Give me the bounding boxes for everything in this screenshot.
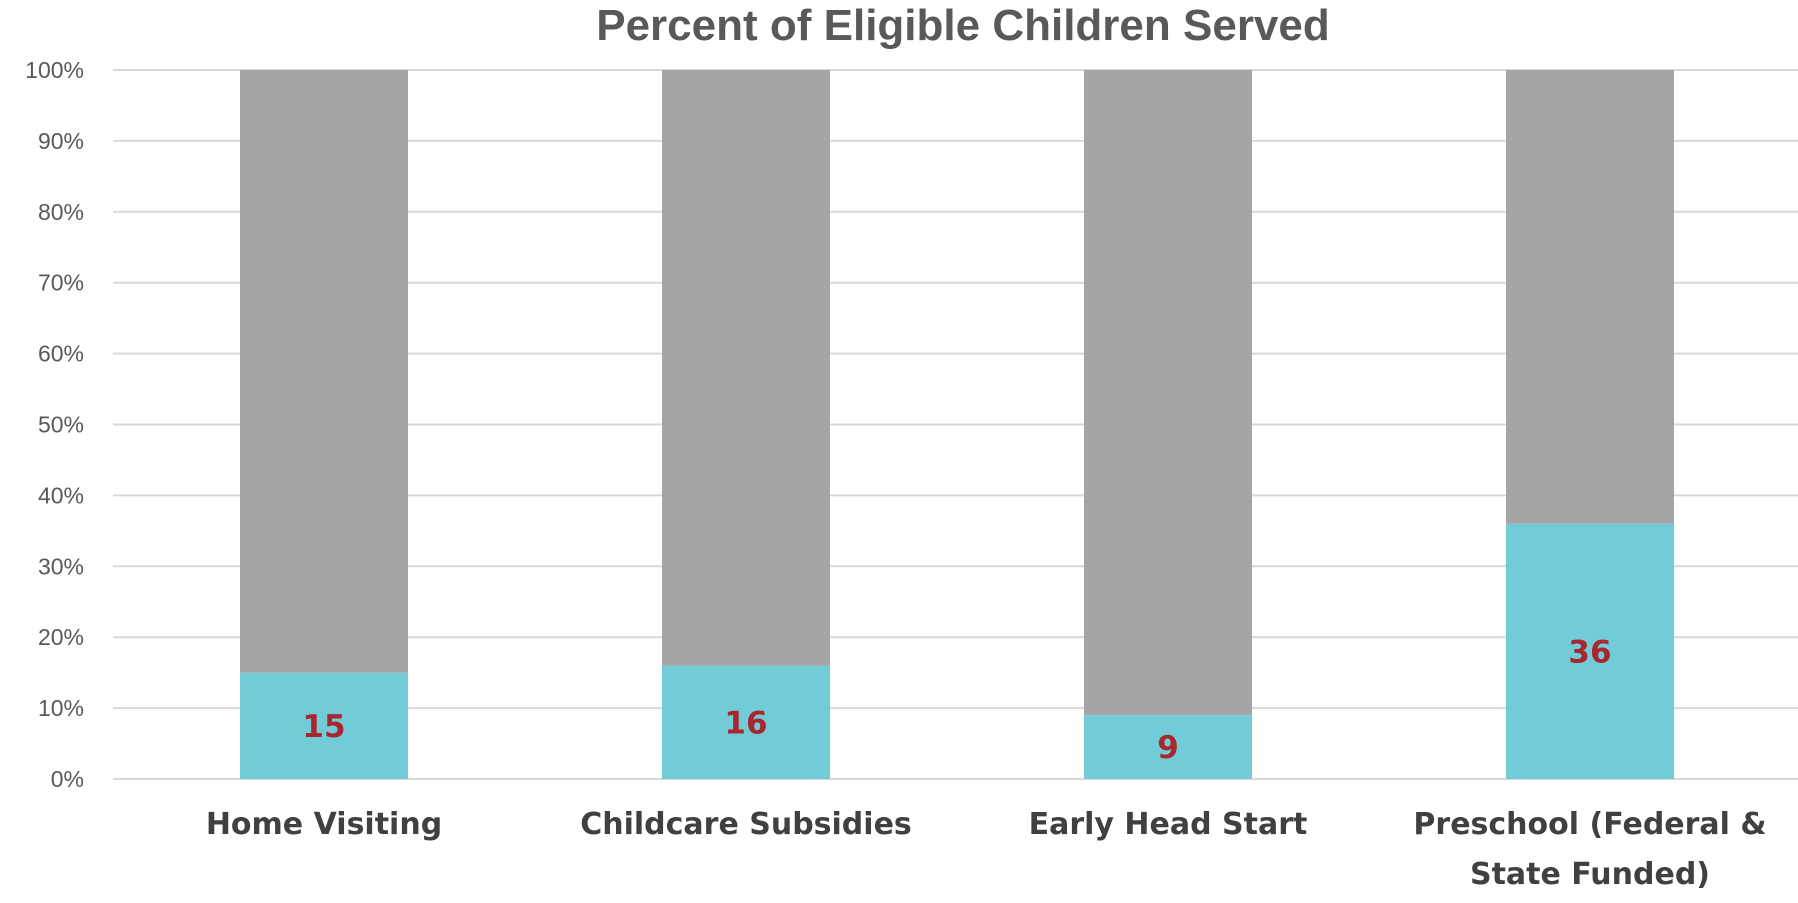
bar-segment-remaining [662, 70, 830, 666]
x-tick-label: State Funded) [1470, 857, 1710, 892]
bar-segment-remaining [240, 70, 408, 673]
data-label: 15 [302, 709, 345, 745]
x-tick-label: Early Head Start [1029, 807, 1308, 842]
y-tick-label: 30% [38, 553, 84, 579]
y-tick-label: 50% [38, 412, 84, 438]
bar-segment-remaining [1084, 70, 1252, 716]
x-axis-labels: Home Visiting Childcare Subsidies Early He… [206, 807, 1767, 892]
bars [240, 70, 1674, 779]
data-label: 16 [724, 705, 767, 741]
y-tick-label: 0% [51, 766, 84, 792]
bar-segment-served [240, 672, 408, 779]
y-tick-label: 60% [38, 341, 84, 367]
data-label: 9 [1157, 730, 1179, 766]
x-tick-label: Preschool (Federal & [1413, 807, 1766, 842]
y-axis-ticks: 0% 10% 20% 30% 40% 50% 60% 70% 80% 90% 100% [25, 57, 84, 792]
bar-segment-remaining [1506, 70, 1674, 524]
y-tick-label: 100% [25, 57, 84, 83]
y-tick-label: 40% [38, 482, 84, 508]
bar-segment-served [1506, 523, 1674, 779]
chart-title: Percent of Eligible Children Served [596, 1, 1330, 50]
data-labels: 15 16 9 36 [302, 634, 1611, 766]
y-tick-label: 10% [38, 695, 84, 721]
y-tick-label: 70% [38, 270, 84, 296]
y-tick-label: 80% [38, 199, 84, 225]
x-tick-label: Home Visiting [206, 807, 442, 842]
bar-segment-served [662, 665, 830, 779]
data-label: 36 [1568, 634, 1611, 670]
bar-segment-served [1084, 715, 1252, 779]
y-tick-label: 90% [38, 128, 84, 154]
y-tick-label: 20% [38, 624, 84, 650]
x-tick-label: Childcare Subsidies [580, 807, 912, 842]
